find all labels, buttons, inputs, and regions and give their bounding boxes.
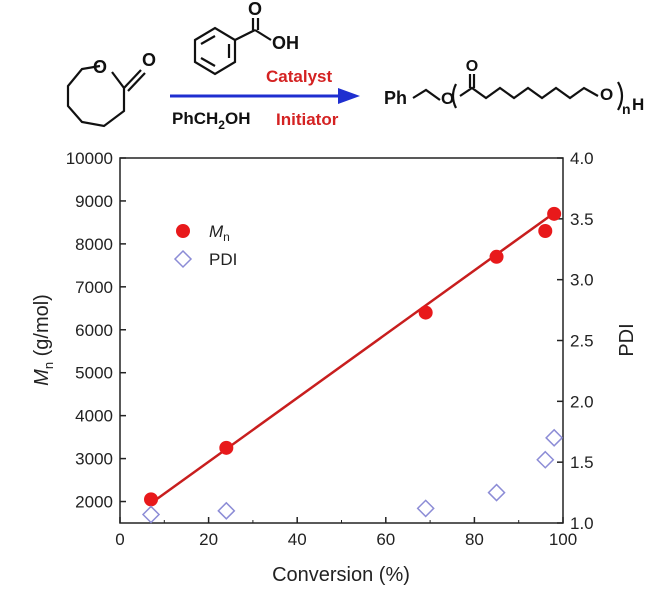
initiator-label: Initiator [276,110,339,129]
y-right-tick-label: 2.5 [570,332,594,351]
mn-point [538,224,553,238]
pdi-point [416,499,435,518]
mn-point [547,206,562,221]
product-n-subscript: n [622,101,631,117]
y-axis-right-title: PDI [616,323,638,356]
mn-point [144,492,159,507]
chart: 0 20 40 60 80 100 2000 3000 4000 5000 6000 7000 800… [31,149,638,586]
mn-point [418,305,433,320]
legend: Mn PDI [173,222,237,269]
product-h: H [632,95,644,114]
plot-frame [119,157,564,524]
y-axis-right: 1.0 1.5 2.0 2.5 3.0 3.5 4.0 [557,149,594,533]
lactone-carbonyl-oxygen: O [142,50,156,70]
y-right-tick-label: 2.0 [570,392,594,411]
x-axis-title: Conversion (%) [272,564,410,586]
pdi-point [217,501,236,520]
y-right-tick-label: 1.0 [570,514,594,533]
y-left-tick-label: 8000 [75,235,113,254]
legend-mn-marker [176,224,190,238]
product-end-o: O [600,85,613,104]
polymer-product: Ph O O O n H [384,58,644,117]
mn-point [219,440,234,455]
pdi-point [545,428,564,447]
pdi-point [141,505,161,524]
x-tick-label: 40 [288,530,307,549]
product-carbonyl-o: O [466,58,478,75]
pdi-point [487,483,506,502]
y-left-tick-label: 10000 [66,149,113,168]
y-left-tick-label: 7000 [75,278,113,297]
benzoic-acid-structure [193,18,272,76]
x-tick-label: 60 [376,530,395,549]
x-tick-label: 100 [549,530,577,549]
mn-point [489,249,504,264]
x-tick-label: 0 [115,530,124,549]
benzoic-acid-carbonyl-o: O [248,0,262,19]
benzoic-acid-oh: OH [272,33,299,53]
y-right-tick-label: 1.5 [570,453,594,472]
y-left-tick-label: 5000 [75,364,113,383]
y-left-tick-label: 4000 [75,407,113,426]
reaction-scheme: O O O OH Catalyst Initiator PhCH2OH Ph [66,0,644,132]
y-right-tick-label: 3.0 [570,271,594,290]
y-axis-left: 2000 3000 4000 5000 6000 7000 8000 9000 10000 [66,149,126,512]
x-axis: 0 20 40 60 80 100 [115,517,577,549]
product-ester-o: O [441,89,454,108]
x-tick-label: 20 [199,530,218,549]
y-left-tick-label: 6000 [75,321,113,340]
pdi-point [536,450,555,469]
y-right-tick-label: 3.5 [570,210,594,229]
x-tick-label: 80 [465,530,484,549]
legend-pdi-label: PDI [209,250,237,269]
y-left-tick-label: 2000 [75,493,113,512]
mn-fit-line [150,211,555,505]
product-ph: Ph [384,88,407,108]
legend-pdi-marker [173,249,193,269]
lactone-ring-oxygen: O [93,57,107,77]
fit-layer [150,211,555,505]
legend-mn-label: Mn [209,222,230,244]
y-left-tick-label: 3000 [75,450,113,469]
alcohol-label: PhCH2OH [172,109,250,132]
y-axis-left-title: Mn (g/mol) [31,294,56,386]
y-right-tick-label: 4.0 [570,149,594,168]
marks-layer [141,206,564,524]
y-left-tick-label: 9000 [75,192,113,211]
caprolactone-structure [66,64,146,128]
catalyst-label: Catalyst [266,67,332,86]
reaction-arrow [170,88,360,104]
